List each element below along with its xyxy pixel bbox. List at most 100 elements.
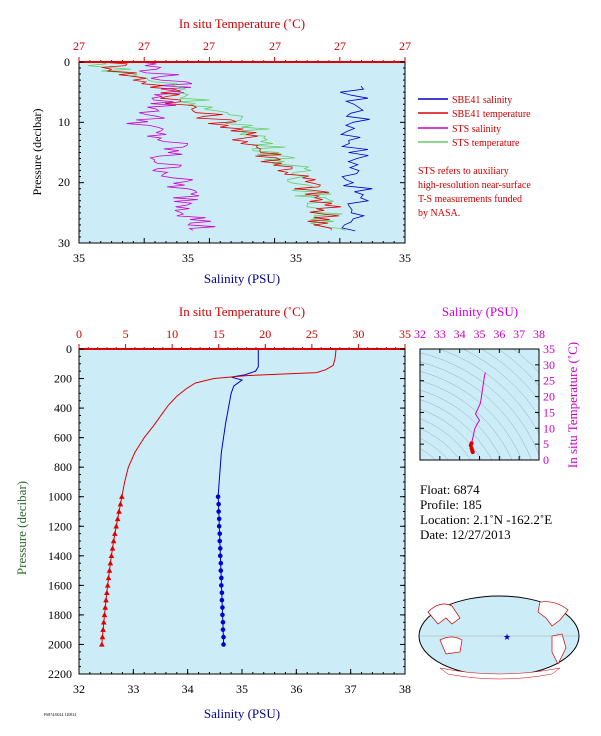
- main-bottom-tick-label: 32: [73, 682, 85, 696]
- near-surface-y-axis-title: Pressure (decibar): [30, 109, 44, 196]
- ts-top-tick-label: 36: [493, 327, 505, 341]
- info-profile: Profile: 185: [420, 497, 482, 512]
- ts-point: [470, 450, 475, 455]
- temperature-point: [106, 567, 113, 573]
- ts-right-tick-label: 15: [543, 405, 555, 419]
- main-y-axis-title: Pressure (decibar): [14, 481, 29, 575]
- ts-right-tick-label: 10: [543, 421, 555, 435]
- salinity-point: [220, 627, 226, 632]
- sbe41-temperature-line: [96, 61, 342, 231]
- near-surface-bottom-tick-1: 35: [182, 251, 194, 265]
- temperature-point: [113, 523, 120, 529]
- main-top-tick-label: 35: [399, 327, 411, 341]
- near-surface-top-tick-1: 27: [138, 39, 150, 53]
- ts-top-axis-title: Salinity (PSU): [442, 304, 518, 319]
- ts-top-tick-label: 32: [414, 327, 426, 341]
- main-y-tick-label: 1600: [48, 578, 72, 592]
- temperature-point: [104, 589, 110, 595]
- ts-top-tick-labels: 32 33 34 35 36 37 38: [414, 327, 545, 341]
- main-bottom-tick-label: 35: [236, 682, 248, 696]
- temperature-point: [109, 545, 116, 551]
- temperature-point: [108, 552, 115, 559]
- main-bottom-axis-title: Salinity (PSU): [204, 706, 280, 721]
- info-location: Location: 2.1˚N -162.2˚E: [420, 512, 552, 527]
- temperature-point: [114, 515, 121, 522]
- temperature-point: [117, 501, 124, 507]
- salinity-point: [221, 642, 226, 647]
- legend: SBE41 salinity SBE41 temperature STS sal…: [418, 95, 531, 219]
- map-land-antarctica: [439, 667, 561, 680]
- salinity-point: [215, 494, 221, 500]
- main-y-tick-label: 400: [54, 401, 72, 415]
- salinity-point: [216, 501, 221, 507]
- temperature-point: [100, 619, 107, 625]
- main-y-tick-label: 0: [66, 342, 72, 356]
- temperature-point: [103, 597, 109, 603]
- float-info: Float: 6874 Profile: 185 Location: 2.1˚N…: [420, 482, 552, 542]
- sts-salinity-series: [126, 61, 216, 231]
- salinity-point: [217, 531, 223, 536]
- main-top-tick-label: 10: [166, 327, 178, 341]
- ts-ticks: [419, 348, 540, 461]
- salinity-point: [216, 509, 221, 514]
- salinity-point: [217, 538, 223, 544]
- near-surface-y-tick-10: 10: [58, 115, 70, 129]
- main-top-tick-label: 25: [306, 327, 318, 341]
- legend-label-sbe-temperature: SBE41 temperature: [452, 109, 531, 120]
- temperature-point: [119, 493, 125, 499]
- near-surface-bottom-tick-0: 35: [73, 251, 85, 265]
- note-line-4: by NASA.: [418, 208, 460, 219]
- main-bottom-tick-labels: 32 33 34 35 36 37 38: [73, 682, 411, 696]
- main-y-tick-label: 600: [54, 431, 72, 445]
- map-land-australia: [439, 636, 463, 655]
- near-surface-top-tick-3: 27: [269, 39, 281, 53]
- sbe41-temperature-series: [96, 61, 342, 231]
- ts-right-tick-label: 35: [543, 342, 555, 356]
- ts-top-tick-label: 34: [454, 327, 466, 341]
- near-surface-bottom-axis-title: Salinity (PSU): [204, 271, 280, 286]
- main-bottom-tick-label: 34: [182, 682, 194, 696]
- near-surface-y-tick-30: 30: [58, 236, 70, 250]
- ts-right-tick-label: 25: [543, 374, 555, 388]
- salinity-point: [220, 605, 225, 610]
- near-surface-y-tick-0: 0: [64, 55, 70, 69]
- legend-label-sts-salinity: STS salinity: [452, 124, 501, 135]
- main-profile-panel: In situ Temperature (˚C) 0 5 10 15 20 25 30 35 …: [14, 304, 411, 721]
- sts-salinity-line: [126, 61, 216, 231]
- ts-right-tick-label: 20: [543, 390, 555, 404]
- main-y-tick-label: 1400: [48, 549, 72, 563]
- near-surface-bottom-tick-2: 35: [290, 251, 302, 265]
- main-bottom-tick-label: 37: [345, 682, 357, 696]
- temperature-point: [99, 641, 105, 647]
- salinity-point: [219, 583, 224, 588]
- salinity-point: [216, 523, 222, 529]
- note-line-1: STS refers to auxiliary: [418, 166, 509, 177]
- near-surface-panel: In situ Temperature (˚C) 27 27 27 27 27 …: [30, 16, 411, 286]
- main-bottom-tick-label: 38: [399, 682, 411, 696]
- salinity-point: [216, 516, 222, 522]
- main-bottom-tick-label: 36: [290, 682, 302, 696]
- salinity-point: [219, 597, 225, 603]
- near-surface-ticks: [78, 57, 406, 244]
- temperature-point: [99, 634, 106, 640]
- temperature-point: [102, 604, 109, 610]
- footer-code: F6874/6024 120814: [44, 712, 76, 717]
- main-top-axis-title: In situ Temperature (˚C): [179, 304, 305, 319]
- main-y-tick-label: 1200: [48, 519, 72, 533]
- main-y-tick-label: 2200: [48, 667, 72, 681]
- near-surface-top-axis-title: In situ Temperature (˚C): [179, 16, 305, 31]
- legend-label-sts-temperature: STS temperature: [452, 138, 520, 149]
- salinity-point: [217, 546, 223, 551]
- main-top-tick-label: 15: [213, 327, 225, 341]
- temperature-point: [105, 574, 112, 581]
- info-float: Float: 6874: [420, 482, 480, 497]
- near-surface-top-tick-2: 27: [203, 39, 215, 53]
- temperature-point: [104, 582, 111, 588]
- note-line-2: high-resolution near-surface: [418, 180, 531, 191]
- ts-right-tick-label: 5: [543, 437, 549, 451]
- main-bottom-tick-label: 33: [127, 682, 139, 696]
- salinity-point: [219, 575, 224, 581]
